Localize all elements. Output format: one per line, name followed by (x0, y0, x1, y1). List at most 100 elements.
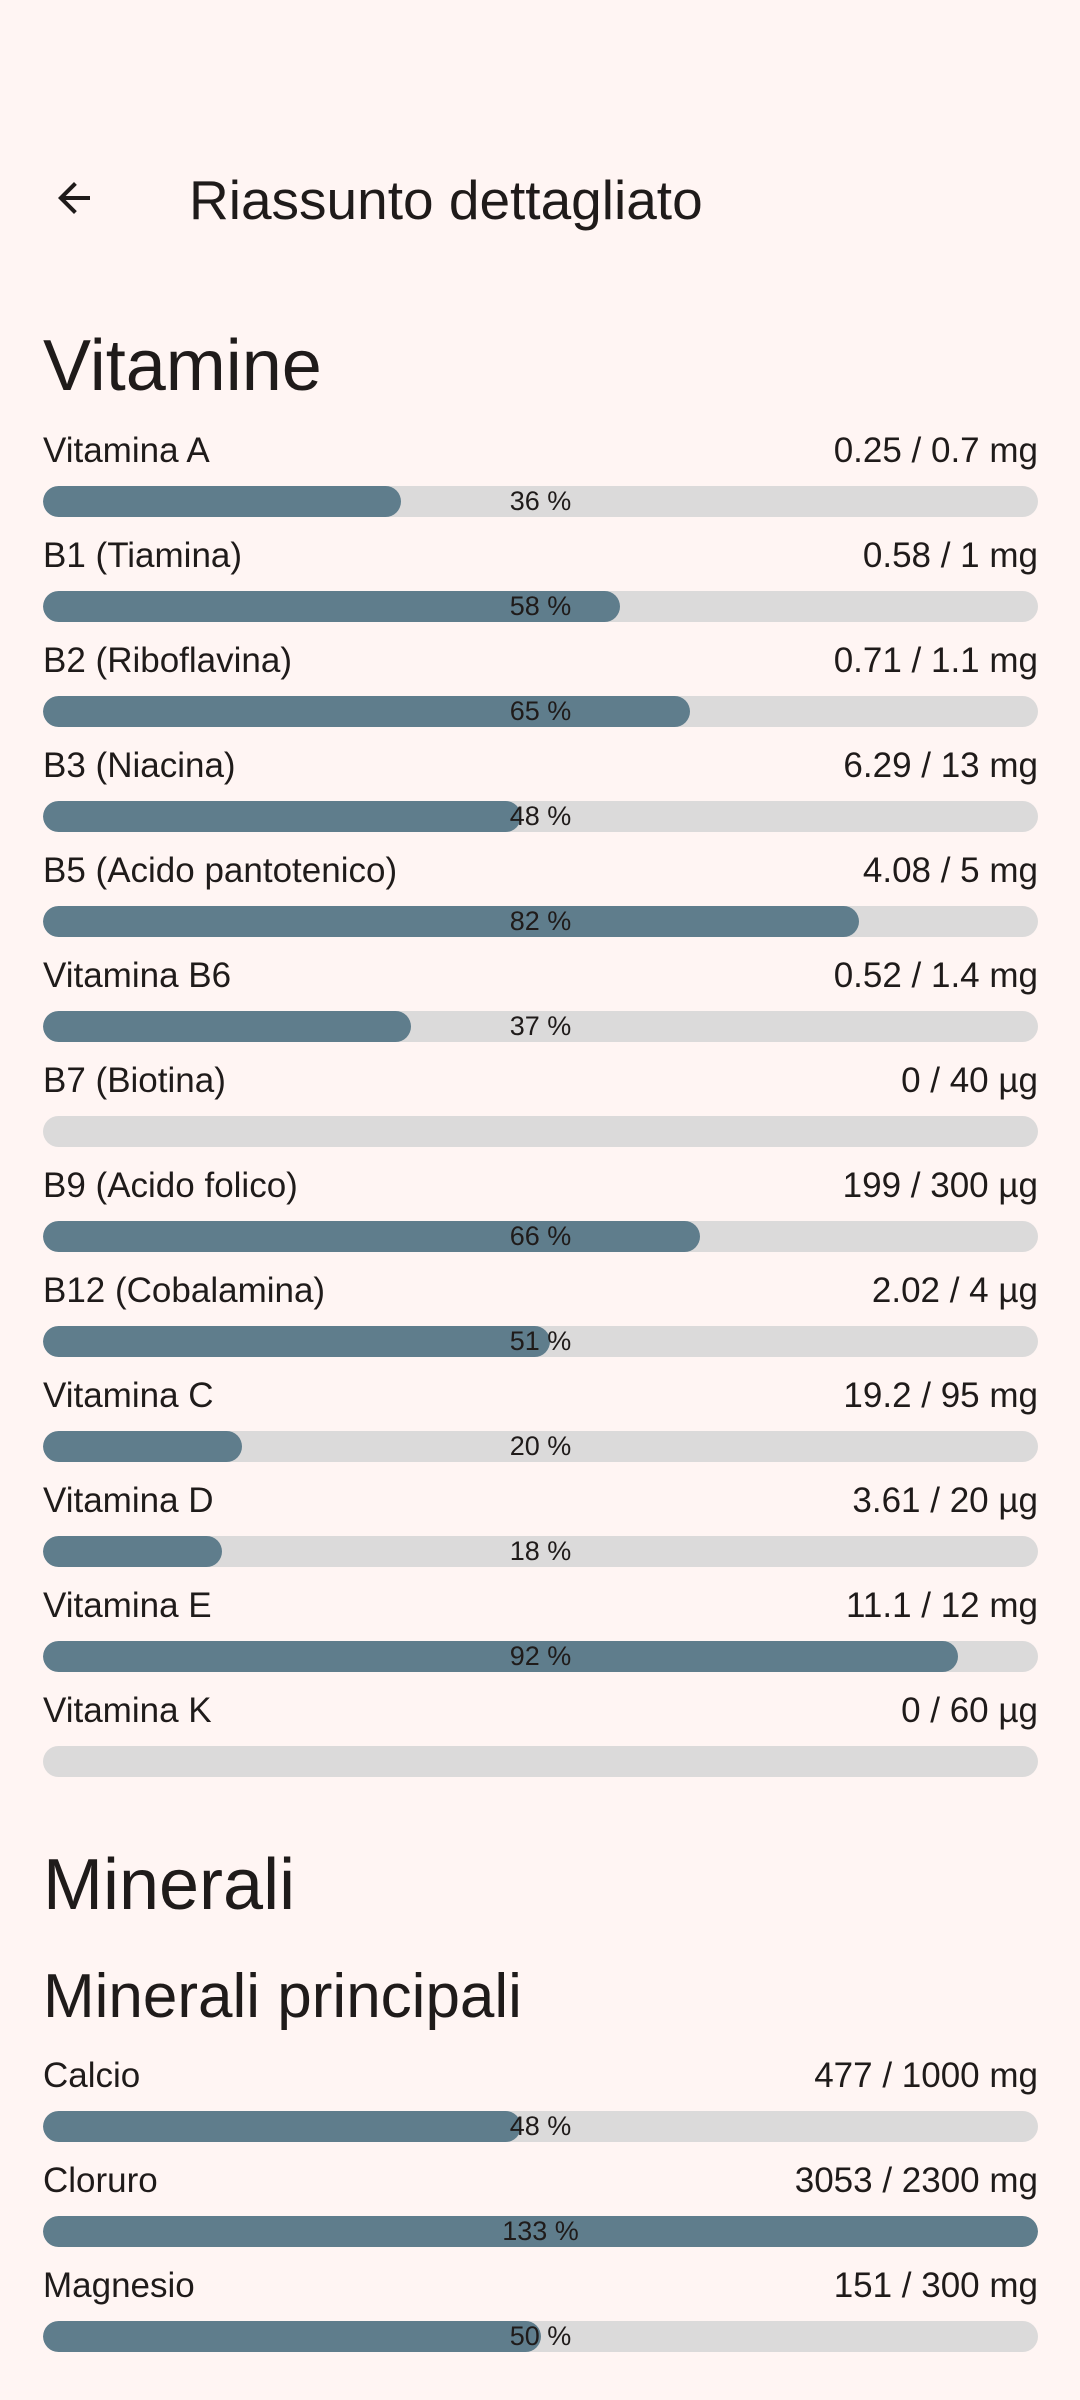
nutrient-amount: 0.52 / 1.4 mg (833, 956, 1038, 995)
page-title: Riassunto dettagliato (189, 169, 703, 231)
nutrient-name: Vitamina C (43, 1376, 214, 1415)
progress-bar-track: 48 % (43, 801, 1038, 832)
progress-bar-fill (43, 696, 690, 727)
nutrient-row: Calcio 477 / 1000 mg 48 % (43, 2045, 1038, 2150)
progress-bar-track: 20 % (43, 1431, 1038, 1462)
progress-bar-track: 92 % (43, 1641, 1038, 1672)
nutrient-row: Vitamina C 19.2 / 95 mg 20 % (43, 1365, 1038, 1470)
vitamins-list: Vitamina A 0.25 / 0.7 mg 36 % B1 (Tiamina) 0… (43, 420, 1038, 1785)
minerals-section-title: Minerali (43, 1845, 296, 1925)
progress-bar-track (43, 1116, 1038, 1147)
nutrient-row: B3 (Niacina) 6.29 / 13 mg 48 % (43, 735, 1038, 840)
nutrient-name: B5 (Acido pantotenico) (43, 851, 398, 890)
nutrient-amount: 477 / 1000 mg (814, 2056, 1038, 2095)
progress-bar-fill (43, 906, 859, 937)
nutrient-name: Vitamina B6 (43, 956, 232, 995)
progress-bar-fill (43, 486, 402, 517)
progress-percent-label: 82 % (509, 906, 572, 936)
progress-bar-track (43, 1746, 1038, 1777)
progress-bar-fill (43, 2321, 541, 2352)
minerals-subsection-title: Minerali principali (43, 1962, 522, 2031)
nutrient-name: Magnesio (43, 2266, 195, 2305)
nutrient-name: Calcio (43, 2056, 141, 2095)
progress-bar-fill (43, 2216, 1038, 2247)
nutrient-amount: 11.1 / 12 mg (846, 1586, 1038, 1625)
vitamins-section-title: Vitamine (43, 326, 322, 406)
progress-bar-fill (43, 2111, 521, 2142)
nutrient-summary-list[interactable]: Vitamine Vitamina A 0.25 / 0.7 mg 36 % B1 (… (43, 312, 1038, 2360)
progress-bar-track: 65 % (43, 696, 1038, 727)
progress-bar-track: 18 % (43, 1536, 1038, 1567)
progress-bar-fill (43, 801, 521, 832)
arrow-left-icon (50, 174, 98, 227)
progress-bar-track: 50 % (43, 2321, 1038, 2352)
nutrient-row: B7 (Biotina) 0 / 40 µg (43, 1050, 1038, 1155)
nutrient-amount: 3053 / 2300 mg (794, 2161, 1038, 2200)
nutrient-row: Vitamina B6 0.52 / 1.4 mg 37 % (43, 945, 1038, 1050)
nutrient-name: Vitamina D (43, 1481, 214, 1520)
nutrient-amount: 0 / 60 µg (901, 1691, 1038, 1730)
nutrient-name: B12 (Cobalamina) (43, 1271, 326, 1310)
progress-percent-label: 20 % (509, 1431, 572, 1461)
nutrient-amount: 0.58 / 1 mg (862, 536, 1038, 575)
minerals-list: Calcio 477 / 1000 mg 48 % Cloruro 3053 / 230… (43, 2045, 1038, 2360)
nutrient-amount: 199 / 300 µg (842, 1166, 1038, 1205)
progress-percent-label: 37 % (509, 1011, 572, 1041)
progress-bar-track: 48 % (43, 2111, 1038, 2142)
progress-percent-label: 58 % (509, 591, 572, 621)
nutrient-row: Vitamina A 0.25 / 0.7 mg 36 % (43, 420, 1038, 525)
progress-bar-track: 51 % (43, 1326, 1038, 1357)
nutrient-name: B7 (Biotina) (43, 1061, 226, 1100)
nutrient-row: B5 (Acido pantotenico) 4.08 / 5 mg 82 % (43, 840, 1038, 945)
progress-bar-fill (43, 1221, 700, 1252)
nutrient-name: Vitamina A (43, 431, 210, 470)
nutrient-amount: 151 / 300 mg (833, 2266, 1038, 2305)
progress-bar-track: 36 % (43, 486, 1038, 517)
top-app-bar: Riassunto dettagliato (0, 150, 1080, 250)
nutrient-amount: 3.61 / 20 µg (852, 1481, 1038, 1520)
nutrient-name: B9 (Acido folico) (43, 1166, 298, 1205)
nutrient-name: Vitamina K (43, 1691, 212, 1730)
progress-bar-track: 82 % (43, 906, 1038, 937)
progress-bar-fill (43, 1011, 412, 1042)
nutrient-row: B1 (Tiamina) 0.58 / 1 mg 58 % (43, 525, 1038, 630)
nutrient-row: B2 (Riboflavina) 0.71 / 1.1 mg 65 % (43, 630, 1038, 735)
progress-percent-label: 36 % (509, 486, 572, 516)
progress-percent-label: 92 % (509, 1641, 572, 1671)
nutrient-row: Cloruro 3053 / 2300 mg 133 % (43, 2150, 1038, 2255)
nutrient-row: Vitamina E 11.1 / 12 mg 92 % (43, 1575, 1038, 1680)
back-button[interactable] (30, 150, 118, 250)
nutrient-name: B3 (Niacina) (43, 746, 236, 785)
progress-bar-track: 37 % (43, 1011, 1038, 1042)
nutrient-amount: 0 / 40 µg (901, 1061, 1038, 1100)
nutrient-name: Cloruro (43, 2161, 158, 2200)
progress-bar-track: 66 % (43, 1221, 1038, 1252)
progress-percent-label: 48 % (509, 801, 572, 831)
progress-percent-label: 51 % (509, 1326, 572, 1356)
nutrient-row: Vitamina K 0 / 60 µg (43, 1680, 1038, 1785)
progress-bar-fill (43, 1326, 551, 1357)
nutrient-name: B2 (Riboflavina) (43, 641, 292, 680)
progress-bar-fill (43, 591, 621, 622)
nutrient-name: B1 (Tiamina) (43, 536, 243, 575)
progress-percent-label (43, 1116, 1038, 1147)
nutrient-amount: 0.71 / 1.1 mg (833, 641, 1038, 680)
progress-percent-label (43, 1746, 1038, 1777)
progress-bar-fill (43, 1641, 959, 1672)
progress-bar-fill (43, 1431, 242, 1462)
progress-bar-track: 58 % (43, 591, 1038, 622)
nutrient-row: B12 (Cobalamina) 2.02 / 4 µg 51 % (43, 1260, 1038, 1365)
nutrient-row: Vitamina D 3.61 / 20 µg 18 % (43, 1470, 1038, 1575)
nutrient-amount: 19.2 / 95 mg (843, 1376, 1038, 1415)
progress-bar-track: 133 % (43, 2216, 1038, 2247)
nutrient-amount: 0.25 / 0.7 mg (833, 431, 1038, 470)
progress-percent-label: 65 % (509, 696, 572, 726)
progress-percent-label: 50 % (509, 2321, 572, 2351)
nutrient-row: B9 (Acido folico) 199 / 300 µg 66 % (43, 1155, 1038, 1260)
progress-percent-label: 18 % (509, 1536, 572, 1566)
nutrient-name: Vitamina E (43, 1586, 212, 1625)
progress-percent-label: 48 % (509, 2111, 572, 2141)
nutrient-row: Magnesio 151 / 300 mg 50 % (43, 2255, 1038, 2360)
progress-percent-label: 66 % (509, 1221, 572, 1251)
nutrient-amount: 4.08 / 5 mg (862, 851, 1038, 890)
